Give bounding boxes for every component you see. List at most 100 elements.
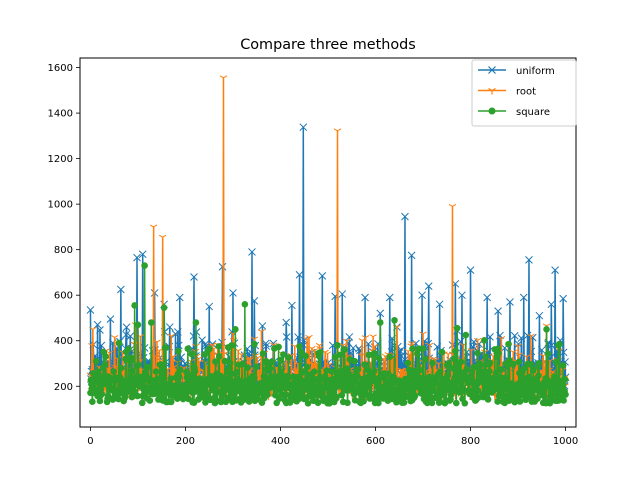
data-point: [89, 398, 96, 406]
data-point: [261, 339, 270, 348]
data-point: [448, 203, 457, 211]
data-point: [282, 318, 291, 327]
data-point: [376, 309, 385, 318]
data-point: [232, 326, 239, 333]
data-point: [258, 322, 267, 330]
data-point: [147, 319, 155, 326]
series-layer: [86, 75, 570, 407]
data-point: [515, 352, 523, 359]
data-point: [299, 123, 308, 132]
data-point: [552, 358, 560, 366]
data-point: [205, 302, 214, 311]
data-point: [505, 340, 512, 348]
data-point: [519, 293, 528, 302]
data-point: [527, 360, 535, 368]
data-point: [346, 349, 355, 357]
data-point: [467, 348, 476, 355]
data-point: [556, 340, 563, 348]
data-point: [537, 346, 546, 354]
data-point: [153, 339, 161, 347]
data-point: [483, 293, 492, 302]
data-point: [495, 350, 502, 357]
data-point: [481, 337, 488, 344]
data-point: [152, 368, 160, 375]
data-point: [411, 392, 419, 400]
data-point: [138, 250, 147, 259]
data-point: [425, 342, 434, 350]
data-point: [473, 337, 482, 345]
data-point: [334, 341, 341, 349]
data-point: [209, 352, 218, 360]
data-point: [462, 331, 470, 339]
data-point: [375, 399, 382, 407]
data-point: [486, 359, 494, 367]
data-point: [535, 311, 544, 320]
data-point: [341, 346, 348, 353]
data-point: [250, 297, 259, 305]
data-point: [246, 357, 254, 364]
data-point: [126, 332, 135, 341]
data-point: [525, 256, 533, 264]
data-point: [188, 350, 195, 358]
data-point: [462, 348, 471, 357]
data-point: [444, 371, 452, 378]
data-point: [404, 359, 412, 367]
data-point: [517, 334, 526, 343]
data-point: [249, 372, 256, 380]
data-point: [360, 397, 367, 405]
data-point: [453, 324, 461, 332]
y-tick-label: 1600: [48, 63, 73, 74]
data-point: [144, 363, 152, 371]
data-point: [409, 345, 416, 352]
data-point: [422, 356, 429, 363]
data-point: [514, 340, 523, 348]
data-point: [375, 354, 383, 362]
data-point: [361, 335, 370, 342]
data-point: [295, 270, 304, 279]
data-point: [288, 301, 296, 310]
chart-title: Compare three methods: [240, 37, 416, 53]
data-point: [187, 375, 195, 382]
data-point: [559, 294, 568, 303]
data-point: [175, 293, 184, 302]
data-point: [424, 282, 433, 290]
data-point: [369, 334, 377, 341]
data-point: [228, 342, 235, 349]
data-point: [310, 348, 319, 355]
data-point: [506, 298, 514, 306]
data-point: [458, 291, 466, 300]
data-point: [370, 368, 378, 375]
data-point: [523, 331, 532, 340]
data-point: [167, 333, 175, 341]
data-point: [184, 345, 192, 352]
data-point: [543, 326, 550, 333]
legend-label: root: [516, 87, 536, 98]
data-point: [175, 347, 182, 355]
data-point: [162, 344, 170, 351]
y-tick-label: 1000: [48, 200, 73, 211]
data-point: [497, 366, 505, 373]
data-point: [167, 398, 175, 406]
data-point: [89, 326, 97, 334]
data-point: [338, 290, 347, 298]
data-point: [275, 343, 282, 351]
data-point: [442, 379, 450, 386]
data-point: [88, 342, 96, 350]
data-point: [466, 266, 475, 275]
y-tick-label: 1400: [48, 109, 73, 120]
data-point: [354, 366, 362, 373]
data-point: [176, 366, 184, 374]
data-point: [102, 353, 109, 360]
data-point: [165, 323, 174, 331]
x-tick-label: 1000: [553, 436, 578, 447]
data-point: [264, 391, 271, 399]
data-point: [98, 390, 106, 398]
data-point: [305, 334, 313, 342]
data-point: [192, 319, 200, 326]
data-point: [131, 302, 138, 309]
data-point: [251, 340, 258, 348]
data-point: [527, 333, 535, 341]
data-point: [457, 358, 465, 366]
data-point: [138, 399, 146, 407]
data-point: [169, 354, 177, 361]
